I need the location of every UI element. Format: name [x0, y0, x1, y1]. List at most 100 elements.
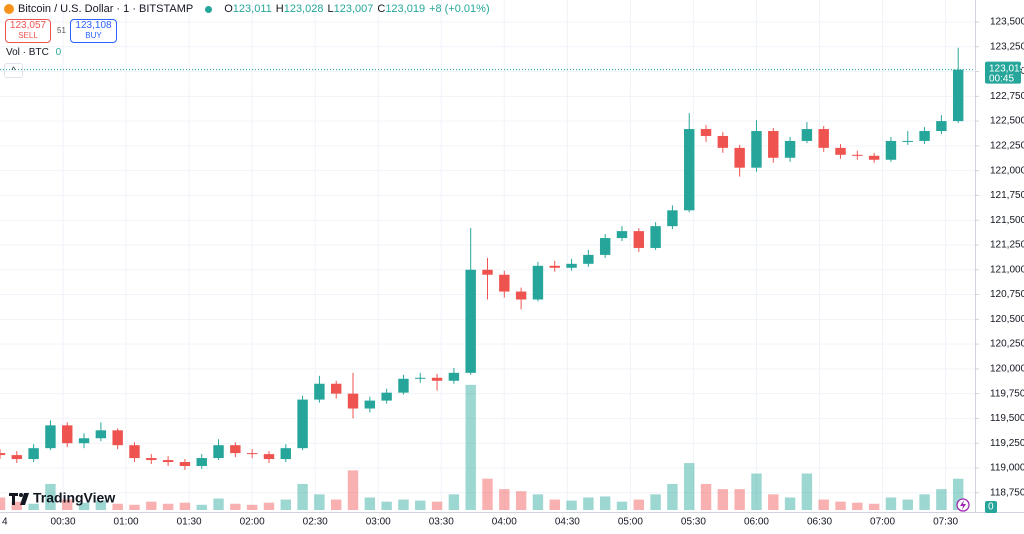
l-value: 123,007 [333, 3, 374, 15]
volume-axis-box [985, 501, 997, 513]
candle-body [818, 129, 829, 148]
logo-mark [20, 493, 29, 505]
x-tick-label: 06:30 [807, 517, 832, 528]
candle-body [734, 147, 745, 168]
market-status [205, 5, 213, 13]
volume-bar [633, 499, 645, 510]
y-tick-label: 121,750 [990, 190, 1024, 201]
volume-bar [919, 494, 930, 510]
candle-body [885, 140, 897, 160]
volume-bar [280, 499, 291, 510]
volume-bar [768, 494, 779, 510]
volume-bar [196, 504, 207, 510]
volume-bar [78, 502, 90, 510]
logo-mark [19, 493, 23, 497]
legend-row: Bitcoin / U.S. Dollar · 1 · BITSTAMP O 12… [4, 3, 490, 15]
candle-body [465, 269, 476, 373]
candle-body [852, 154, 863, 156]
countdown: 00:45 [989, 73, 1014, 84]
volume-bar [179, 502, 191, 510]
x-tick-label: 04:00 [492, 517, 517, 528]
volume-bar [45, 483, 56, 510]
candle-body [398, 378, 409, 393]
logo-mark [12, 493, 15, 505]
volume-bar [717, 489, 729, 510]
y-tick-label: 123,250 [990, 41, 1024, 52]
x-tick-label: 02:30 [303, 517, 328, 528]
y-tick-label: 121,250 [990, 240, 1024, 251]
volume-bar [162, 503, 174, 510]
volume-bar [499, 489, 510, 510]
lightning-button[interactable] [956, 498, 970, 512]
btc-icon [4, 4, 14, 14]
l-key: L [327, 3, 334, 15]
buy-button[interactable]: 123,108 BUY [70, 19, 117, 43]
candle-body [314, 383, 325, 400]
volume-bar [465, 384, 476, 510]
candle-body [549, 265, 560, 268]
last-price-label: 123,019 [989, 63, 1024, 74]
candle-body [633, 231, 645, 248]
volume-bar [650, 494, 661, 510]
volume-bar [398, 499, 409, 510]
candle-body [213, 445, 224, 459]
sell-button[interactable]: 123,057 SELL [5, 19, 51, 43]
x-tick-label: 02:00 [240, 517, 265, 528]
candle-body [263, 454, 275, 460]
candle-body [717, 135, 729, 148]
volume-bar [868, 503, 880, 510]
collapse-button[interactable]: ^ [4, 63, 23, 78]
h-value: 123,028 [283, 3, 324, 15]
y-tick-label: 119,250 [990, 438, 1024, 449]
c-value: 123,019 [385, 3, 426, 15]
volume-bar [230, 503, 241, 510]
y-tick-label: 123,500 [990, 17, 1024, 28]
candle-body [499, 274, 510, 292]
volume-bar [415, 500, 426, 510]
h-key: H [275, 3, 284, 15]
y-tick-label: 122,750 [990, 91, 1024, 102]
volume-bar [599, 496, 611, 510]
volume-bar [347, 470, 359, 510]
candle-body [78, 438, 90, 444]
c-key: C [377, 3, 386, 15]
volume-bar [246, 504, 258, 510]
candle-body [95, 430, 107, 439]
candle-body [515, 291, 527, 300]
volume-bar [852, 502, 863, 510]
symbol-title[interactable]: Bitcoin / U.S. Dollar · 1 · BITSTAMP [18, 3, 194, 15]
candle-body [246, 453, 258, 455]
day-label: 4 [2, 517, 8, 528]
candle-body [751, 131, 762, 168]
candle-body [650, 226, 661, 248]
volume-value: 0 [55, 47, 62, 58]
candle-body [616, 231, 628, 239]
candle-body [919, 131, 930, 141]
candle-body [684, 129, 695, 211]
y-tick-label: 119,750 [990, 388, 1024, 399]
x-tick-label: 04:30 [555, 517, 580, 528]
change: +8 (+0.01%) [429, 3, 490, 15]
sell-price: 123,057 [9, 20, 47, 31]
volume-bar [549, 499, 560, 510]
volume-axis-label: 0 [988, 502, 994, 513]
y-tick-label: 122,500 [990, 116, 1024, 127]
volume-bar [213, 498, 224, 510]
candle-body [415, 377, 426, 379]
volume-bar [936, 489, 947, 510]
volume-bar [835, 501, 846, 510]
volume-bar [700, 483, 712, 510]
candle-body [566, 263, 577, 268]
volume-bar [784, 497, 796, 510]
volume-bar [818, 499, 829, 510]
grid [0, 0, 975, 510]
buy-price: 123,108 [75, 20, 112, 31]
volume-bar [515, 491, 527, 510]
volume-bar [146, 501, 157, 510]
volume-bar [801, 473, 813, 510]
last-price-box [985, 61, 1021, 84]
candle-body [583, 254, 594, 264]
y-tick-label: 120,000 [990, 364, 1024, 375]
